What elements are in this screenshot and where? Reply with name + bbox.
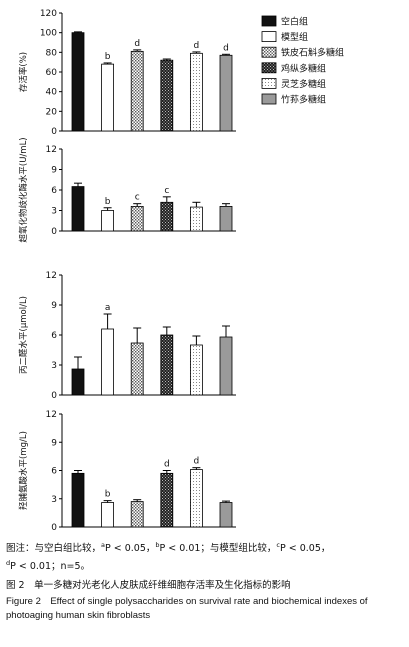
y-axis-title: 丙二醛水平(μmol/L) bbox=[18, 296, 29, 374]
bar-1 bbox=[71, 368, 85, 396]
legend-item-1: 空白组 bbox=[261, 15, 308, 28]
y-tick-label: 0 bbox=[51, 127, 57, 137]
significance-label: d bbox=[194, 457, 200, 467]
legend-swatch bbox=[261, 93, 277, 105]
chart-panel-2: 0 3 6 9 12 超氧化物歧化酶水平(U/mL) b c c bbox=[18, 137, 236, 243]
chart-panel-3: 0 3 6 9 12 丙二醛水平(μmol/L) a bbox=[18, 271, 236, 401]
caption-title-zh: 图 2 单一多糖对光老化人皮肤成纤维细胞存活率及生化指标的影响 bbox=[6, 580, 291, 592]
y-tick-label: 120 bbox=[40, 9, 57, 19]
significance-label: d bbox=[164, 460, 170, 470]
significance-label: c bbox=[164, 186, 169, 196]
bar-3 bbox=[130, 50, 144, 132]
y-tick-label: 60 bbox=[46, 68, 58, 78]
bar-3 bbox=[130, 205, 144, 232]
legend-swatch bbox=[261, 62, 277, 74]
y-tick-label: 40 bbox=[46, 88, 58, 98]
caption-note-b: P < 0.01；与模型组比较， bbox=[159, 543, 277, 555]
bar-2 bbox=[101, 502, 114, 528]
bar-6 bbox=[219, 336, 233, 396]
bar-5 bbox=[189, 469, 203, 528]
y-tick-label: 0 bbox=[51, 391, 57, 401]
significance-label: d bbox=[134, 39, 140, 49]
y-axis-title: 羟脯氨酸水平(mg/L) bbox=[18, 431, 29, 510]
significance-label: c bbox=[135, 193, 140, 203]
legend-item-3: 铁皮石斛多糖组 bbox=[261, 46, 344, 59]
legend-item-5: 灵芝多糖组 bbox=[261, 78, 326, 90]
y-tick-label: 12 bbox=[46, 271, 57, 281]
caption-sup-d: d bbox=[6, 559, 11, 568]
significance-label: b bbox=[105, 197, 111, 207]
chart-panel-1: 0 20 40 60 80 100 120 存活率(%) b d d d bbox=[18, 9, 236, 137]
y-tick-label: 6 bbox=[51, 331, 57, 341]
legend-label: 灵芝多糖组 bbox=[281, 78, 326, 90]
bar-3 bbox=[130, 501, 144, 528]
legend-swatch bbox=[261, 46, 277, 58]
y-tick-label: 80 bbox=[46, 48, 58, 58]
bar-3 bbox=[130, 342, 144, 396]
bar-2 bbox=[101, 328, 114, 396]
y-tick-label: 9 bbox=[51, 301, 57, 311]
legend-label: 模型组 bbox=[281, 31, 308, 43]
y-tick-label: 12 bbox=[46, 145, 57, 155]
caption-note-d: P < 0.01；n=5。 bbox=[10, 561, 91, 573]
legend-item-2: 模型组 bbox=[261, 31, 308, 43]
y-tick-label: 0 bbox=[51, 227, 57, 237]
caption-note-prefix: 图注：与空白组比较， bbox=[6, 543, 102, 555]
bar-1 bbox=[71, 186, 85, 232]
y-tick-label: 12 bbox=[46, 410, 57, 420]
y-tick-label: 9 bbox=[51, 166, 57, 176]
significance-label: b bbox=[105, 490, 111, 500]
bar-5 bbox=[189, 344, 203, 396]
bar-6 bbox=[219, 205, 233, 232]
y-tick-label: 6 bbox=[51, 186, 57, 196]
bar-5 bbox=[189, 52, 203, 132]
bar-4 bbox=[160, 334, 174, 396]
y-tick-label: 6 bbox=[51, 467, 57, 477]
legend-swatch bbox=[261, 78, 277, 89]
legend-label: 鸡纵多糖组 bbox=[281, 62, 326, 74]
y-tick-label: 0 bbox=[51, 523, 57, 533]
caption-sup-c: c bbox=[276, 541, 280, 549]
figure-caption: 图注：与空白组比较，aP < 0.05，bP < 0.01；与模型组比较，cP … bbox=[6, 538, 404, 623]
caption-note: 图注：与空白组比较，aP < 0.05，bP < 0.01；与模型组比较，cP … bbox=[6, 538, 404, 574]
legend-swatch bbox=[261, 31, 277, 43]
bar-4 bbox=[160, 472, 174, 528]
legend-swatch bbox=[261, 15, 277, 27]
significance-label: b bbox=[105, 52, 111, 62]
bar-6 bbox=[219, 502, 233, 528]
legend-item-4: 鸡纵多糖组 bbox=[261, 62, 326, 74]
bar-1 bbox=[71, 32, 85, 132]
significance-label: a bbox=[105, 303, 111, 313]
bar-2 bbox=[101, 63, 114, 132]
chart-panel-4: 0 3 6 9 12 羟脯氨酸水平(mg/L) b d d bbox=[18, 410, 236, 533]
caption-title-en: Figure 2 Effect of single polysaccharide… bbox=[6, 596, 368, 622]
y-tick-label: 100 bbox=[40, 29, 57, 39]
bar-4 bbox=[160, 201, 174, 232]
bar-5 bbox=[189, 206, 203, 232]
bar-4 bbox=[160, 59, 174, 132]
caption-note-a: P < 0.05， bbox=[105, 543, 156, 555]
y-tick-label: 3 bbox=[51, 207, 57, 217]
y-tick-label: 3 bbox=[51, 361, 57, 371]
significance-label: d bbox=[223, 43, 229, 53]
legend-label: 竹荪多糖组 bbox=[281, 94, 326, 106]
bar-2 bbox=[101, 210, 114, 232]
caption-sup-b: b bbox=[155, 541, 160, 549]
legend-label: 铁皮石斛多糖组 bbox=[281, 47, 344, 59]
legend-item-6: 竹荪多糖组 bbox=[261, 93, 326, 106]
y-axis-title: 存活率(%) bbox=[18, 52, 29, 92]
y-axis-title: 超氧化物歧化酶水平(U/mL) bbox=[18, 137, 29, 242]
legend-label: 空白组 bbox=[281, 16, 308, 28]
y-tick-label: 3 bbox=[51, 495, 57, 505]
bar-1 bbox=[71, 472, 85, 528]
y-tick-label: 20 bbox=[46, 107, 58, 117]
bar-6 bbox=[219, 54, 233, 132]
caption-sup-a: a bbox=[101, 541, 105, 549]
significance-label: d bbox=[194, 41, 200, 51]
y-tick-label: 9 bbox=[51, 438, 57, 448]
caption-note-c: P < 0.05， bbox=[280, 543, 331, 555]
